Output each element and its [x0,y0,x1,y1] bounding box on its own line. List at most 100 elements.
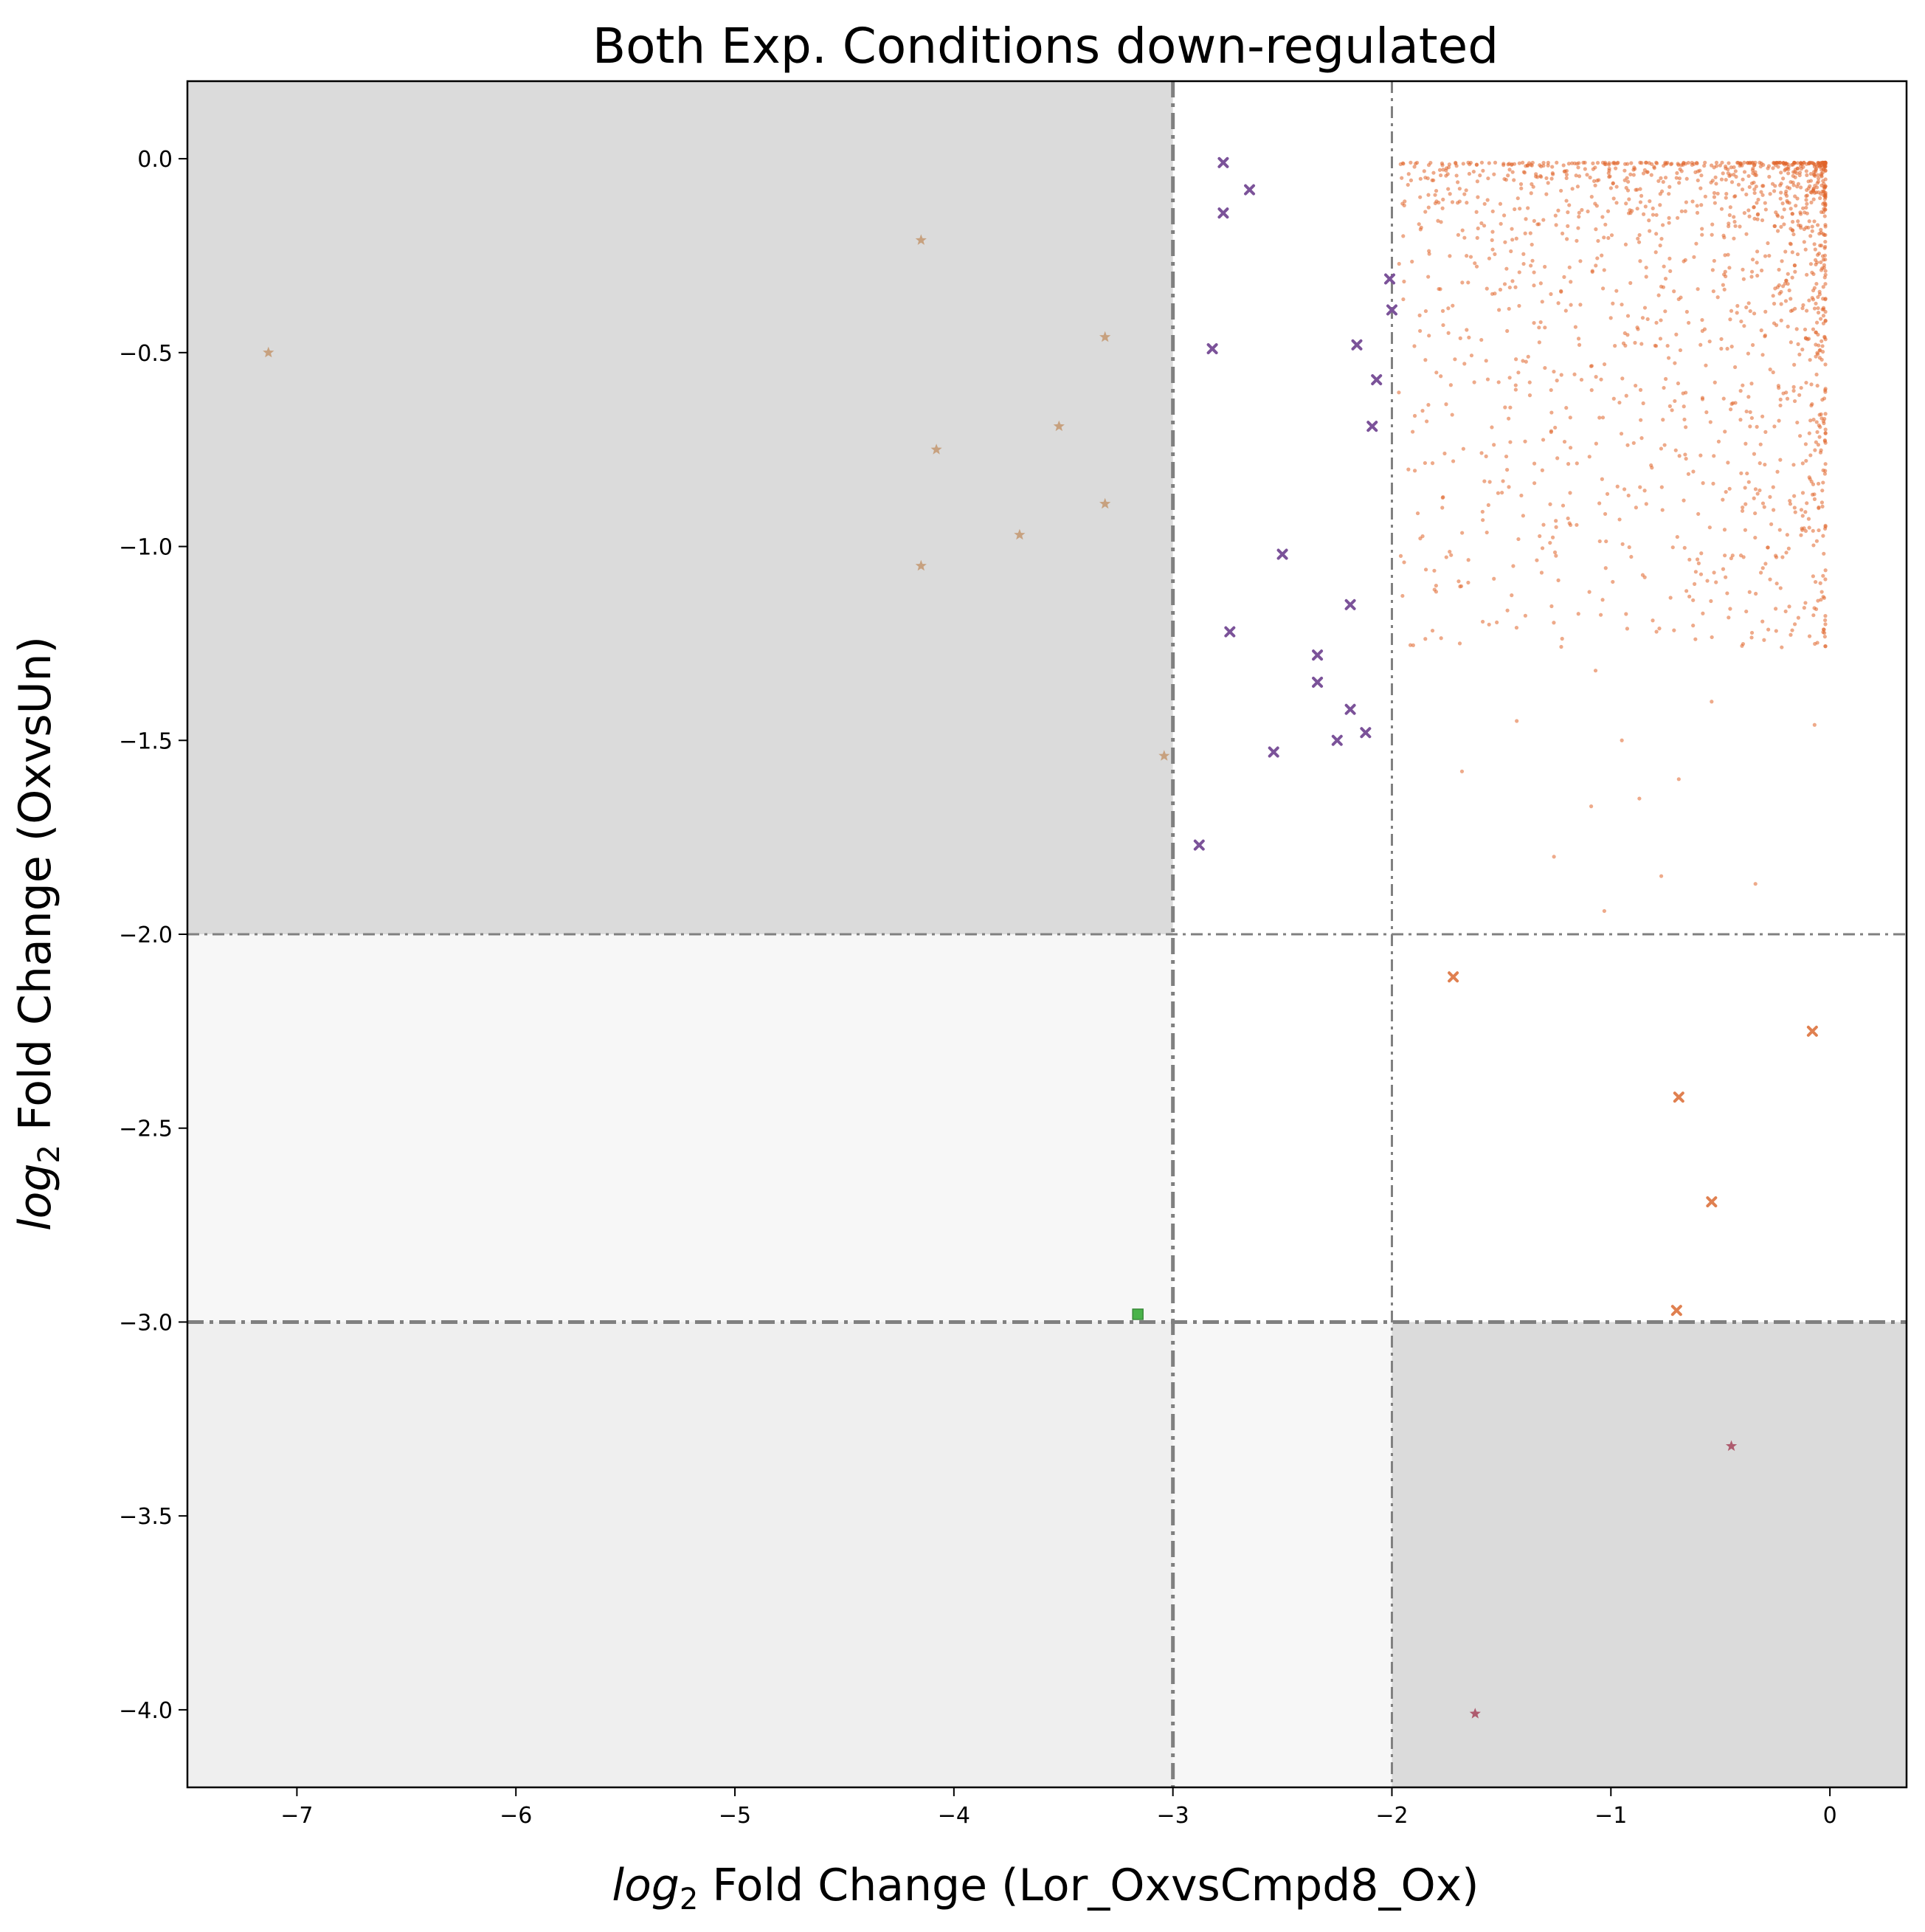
data-point-dot [1519,493,1524,498]
data-point-dot [1792,160,1797,165]
data-point-dot [1423,637,1428,641]
data-point-dot [1603,511,1608,517]
data-point-dot [1820,489,1825,493]
data-point-dot [1590,269,1594,275]
data-point-dot [1783,192,1788,196]
data-point-dot [1514,357,1518,362]
data-point-dot [1503,405,1507,410]
data-point-dot [1654,232,1659,236]
data-point-dot [1698,168,1702,173]
data-point-dot [1753,511,1758,516]
data-point-dot [1510,227,1514,231]
data-point-dot [1450,200,1455,204]
data-point-dot [1423,567,1428,572]
data-point-dot [1411,643,1415,647]
data-point-dot [1752,496,1756,500]
data-point-dot [1588,175,1592,180]
data-point-dot [1721,283,1725,287]
data-point-dot [1442,451,1447,456]
data-point-dot [1750,258,1755,262]
data-point-dot [1823,525,1828,529]
data-point-dot [1620,376,1625,381]
data-point-dot [1822,439,1827,444]
data-point-dot [1814,607,1819,612]
data-point-dot [1759,268,1764,273]
data-point-dot [1823,614,1828,618]
data-point-dot [1530,242,1534,247]
data-point-dot [1729,165,1733,170]
data-point-dot [1713,201,1717,205]
data-point-dot [1533,174,1538,179]
data-point-x [1312,676,1324,688]
data-point-dot [1465,328,1469,332]
data-point-dot [1751,166,1755,170]
data-point-dot [1524,359,1528,364]
data-point-dot [1434,370,1439,375]
data-point-dot [1721,171,1725,176]
data-point-dot [1684,309,1689,314]
data-point-dot [1401,297,1406,302]
data-point-dot [1651,213,1656,217]
data-point-dot [1453,357,1457,362]
data-point-dot [1779,318,1783,322]
data-point-dot [1423,308,1428,314]
data-point-dot [1789,340,1793,345]
data-point-dot [1819,260,1823,264]
data-point-dot [1576,612,1580,616]
data-point-dot [1674,176,1679,180]
data-point-dot [1434,188,1439,193]
data-point-dot [1562,439,1567,444]
data-point-dot [1602,268,1606,272]
data-point-dot [1513,387,1518,392]
shaded-region-2 [1172,1322,1392,1787]
data-point-dot [1814,539,1819,543]
data-point-dot [1801,165,1805,169]
data-point-dot [1811,197,1816,201]
data-point-dot [1507,376,1512,380]
data-point-dot [1726,460,1730,465]
data-point-dot [1808,262,1814,266]
data-point-dot [1735,303,1740,308]
data-point-dot [1801,303,1805,308]
data-point-dot [1741,383,1745,387]
data-point-dot [1432,568,1437,573]
data-point-dot [1792,506,1797,510]
data-point-dot [1801,206,1805,210]
data-point-dot [1793,194,1797,199]
data-point-dot [1589,364,1593,368]
data-point-dot [1813,448,1817,452]
data-point-dot [1760,184,1765,188]
y-tick-label: −1.5 [119,728,173,754]
data-point-dot [1760,501,1766,506]
data-point-dot [1543,264,1547,269]
data-point-dot [1556,578,1561,582]
data-point-dot [1643,204,1648,209]
data-point-dot [1785,396,1790,401]
data-point-dot [1803,510,1808,514]
data-point-dot [1667,404,1672,408]
data-point-dot [1459,769,1465,773]
data-point-dot [1567,265,1572,269]
data-point-dot [1516,370,1521,375]
data-point-dot [1749,415,1754,421]
data-point-dot [1467,335,1471,339]
data-point-dot [1790,212,1794,216]
data-point-dot [1710,232,1714,237]
data-point-dot [1511,564,1516,568]
data-point-dot [1528,231,1532,235]
data-point-dot [1485,377,1490,382]
data-point-dot [1637,240,1642,244]
data-point-dot [1749,269,1755,274]
data-point-dot [1719,337,1724,342]
data-point-dot [1676,777,1681,782]
data-point-dot [1549,604,1554,609]
data-point-dot [1503,240,1507,244]
data-point-dot [1812,219,1817,224]
data-point-dot [1546,163,1550,168]
data-point-dot [1701,611,1705,615]
data-point-dot [1780,201,1785,206]
data-point-dot [1465,254,1469,258]
data-point-dot [1441,197,1445,201]
data-point-dot [1823,168,1828,173]
data-point-dot [1752,190,1757,196]
